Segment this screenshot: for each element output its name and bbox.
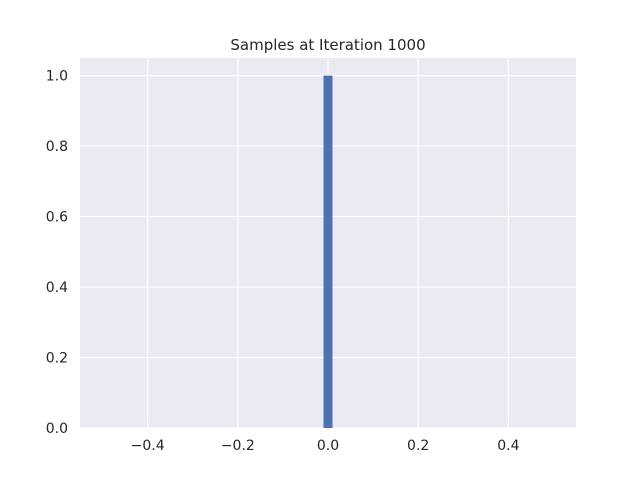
bars [323, 75, 333, 428]
histogram-bar [323, 75, 333, 428]
y-tick-label: 0.6 [46, 210, 68, 226]
chart-title: Samples at Iteration 1000 [230, 36, 425, 54]
y-axis-ticks: 0.0 0.2 0.4 0.6 0.8 1.0 [46, 69, 68, 437]
x-tick-label: 0.0 [317, 438, 339, 454]
x-axis-ticks: −0.4 −0.2 0.0 0.2 0.4 [131, 438, 520, 454]
y-tick-label: 0.2 [46, 351, 68, 367]
y-tick-label: 1.0 [46, 69, 68, 85]
x-tick-label: −0.4 [131, 438, 165, 454]
x-tick-label: 0.4 [497, 438, 519, 454]
y-tick-label: 0.0 [46, 421, 68, 437]
y-tick-label: 0.8 [46, 139, 68, 155]
x-tick-label: 0.2 [407, 438, 429, 454]
y-tick-label: 0.4 [46, 280, 68, 296]
x-tick-label: −0.2 [221, 438, 255, 454]
